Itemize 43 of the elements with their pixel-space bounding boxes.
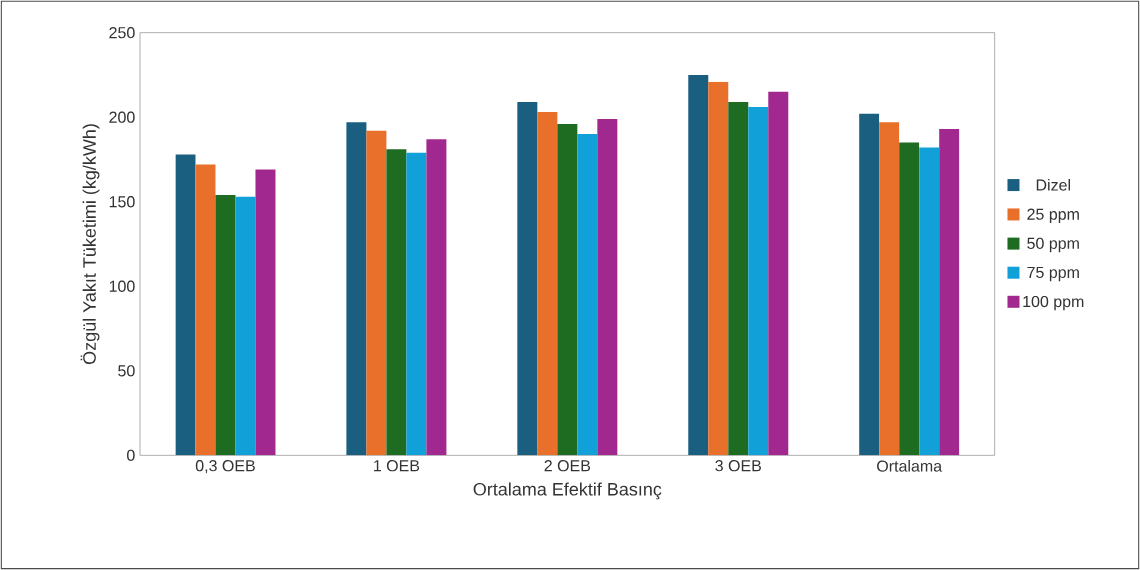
bar [235, 196, 256, 456]
bar [688, 74, 709, 456]
y-tick-label: 200 [109, 111, 135, 123]
legend-label: Dizel [1036, 178, 1070, 191]
bar [537, 112, 558, 456]
bar [215, 194, 236, 456]
y-tick-label: 150 [109, 196, 135, 208]
bar [577, 134, 598, 456]
bar [597, 118, 618, 456]
legend-label: 75 ppm [1027, 266, 1079, 282]
bar [708, 81, 729, 456]
bar [517, 101, 538, 456]
bar [939, 129, 960, 456]
bar [557, 123, 578, 456]
bar [748, 107, 769, 456]
legend-label: 100 ppm [1023, 295, 1084, 311]
x-tick-label: 1 OEB [374, 460, 420, 472]
y-tick-label: 100 [109, 280, 135, 292]
bar [899, 142, 920, 456]
bar [919, 147, 940, 456]
bar [768, 91, 789, 456]
bar [366, 130, 387, 456]
bar [406, 152, 427, 456]
legend-label: 25 ppm [1027, 208, 1079, 224]
bar [195, 164, 216, 456]
bar [255, 169, 276, 456]
y-tick-label: 250 [109, 27, 135, 39]
bar [426, 139, 447, 456]
legend-label: 50 ppm [1027, 237, 1079, 253]
x-tick-label: 0,3 OEB [195, 460, 255, 474]
y-axis-title: Özgül Yakıt Tüketimi (kg/kWh) [80, 124, 100, 364]
x-axis-title: Ortalama Efektif Basınç [473, 482, 662, 500]
bar [175, 154, 196, 456]
x-tick-label: 2 OEB [544, 460, 591, 472]
x-tick-label: 3 OEB [715, 460, 761, 472]
bar [728, 101, 749, 456]
bar [386, 149, 407, 456]
y-tick-label: 50 [118, 365, 135, 377]
y-tick-label: 0 [127, 449, 135, 461]
bar [879, 122, 900, 456]
bar [859, 113, 880, 456]
bar [346, 122, 367, 456]
x-tick-label: Ortalama [877, 460, 943, 472]
